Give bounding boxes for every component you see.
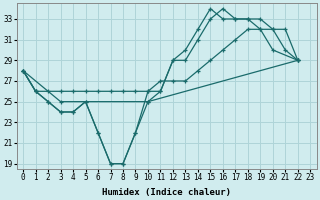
X-axis label: Humidex (Indice chaleur): Humidex (Indice chaleur) [102,188,231,197]
